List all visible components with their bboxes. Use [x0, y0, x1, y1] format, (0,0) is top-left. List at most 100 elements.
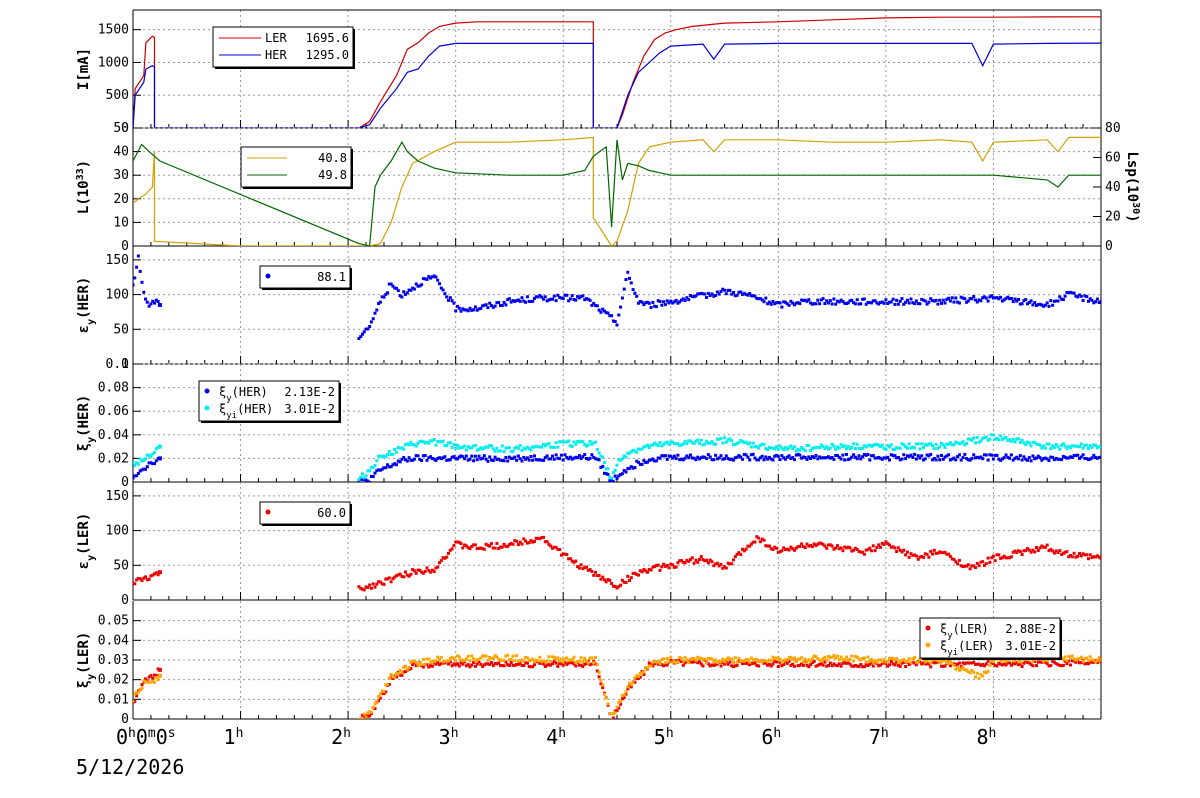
data-point	[845, 452, 848, 456]
data-point	[448, 656, 452, 660]
data-point	[1038, 660, 1042, 664]
data-point	[660, 658, 664, 662]
legend-label-rest: (LER)	[953, 622, 989, 636]
legend-label-rest: (HER)	[232, 385, 268, 399]
data-point	[552, 545, 556, 549]
data-point	[681, 458, 685, 462]
data-point	[999, 556, 1003, 560]
data-point	[913, 553, 917, 557]
data-point	[665, 663, 669, 667]
data-point	[782, 659, 786, 663]
data-point	[909, 552, 913, 556]
data-point	[819, 659, 823, 663]
data-point	[1085, 661, 1089, 665]
data-point	[520, 658, 524, 662]
data-point	[138, 577, 142, 581]
data-point	[848, 662, 852, 666]
data-point	[920, 297, 924, 301]
data-point	[848, 657, 852, 661]
data-point	[366, 479, 370, 482]
data-point	[837, 657, 841, 661]
data-point	[1002, 298, 1006, 302]
data-point	[669, 562, 673, 566]
data-point	[836, 454, 839, 458]
data-point	[472, 308, 476, 312]
data-point	[552, 659, 556, 663]
data-point	[866, 655, 870, 659]
data-point	[561, 663, 565, 667]
data-point	[929, 297, 933, 301]
data-point	[748, 544, 752, 548]
data-point	[902, 661, 906, 664]
data-point	[1074, 658, 1078, 662]
data-point	[687, 661, 691, 665]
data-point	[733, 294, 737, 298]
data-point	[909, 660, 913, 664]
data-point	[662, 664, 666, 668]
data-point	[373, 702, 377, 706]
data-point	[151, 452, 155, 456]
data-point	[983, 664, 986, 668]
data-point	[776, 454, 780, 458]
data-point	[1061, 454, 1065, 458]
data-point	[620, 694, 624, 697]
data-point	[412, 443, 416, 447]
data-point	[771, 446, 775, 450]
data-point	[470, 654, 474, 658]
data-point	[744, 547, 748, 551]
data-point	[398, 673, 402, 677]
data-point	[861, 550, 865, 554]
data-point	[653, 565, 657, 569]
data-point	[545, 299, 549, 303]
data-point	[486, 662, 490, 666]
data-point	[583, 298, 587, 302]
data-point	[943, 301, 947, 305]
data-point	[581, 665, 585, 669]
data-point	[497, 301, 501, 304]
data-point	[504, 446, 508, 450]
data-point	[1097, 445, 1101, 449]
data-point	[511, 654, 515, 658]
data-point	[694, 458, 698, 462]
data-point	[658, 300, 662, 303]
data-point	[715, 290, 719, 294]
data-point	[436, 457, 440, 460]
data-point	[1024, 298, 1028, 302]
data-point	[742, 661, 746, 665]
data-point	[506, 653, 510, 657]
data-point	[654, 564, 658, 567]
data-point	[1018, 550, 1022, 553]
data-point	[590, 442, 594, 446]
data-point	[654, 442, 658, 446]
data-point	[972, 564, 976, 568]
data-point	[157, 667, 162, 672]
data-point	[1072, 444, 1076, 448]
data-point	[1008, 556, 1012, 560]
data-point	[1000, 438, 1004, 442]
data-point	[681, 659, 685, 663]
data-point	[687, 559, 691, 563]
data-point	[378, 300, 382, 304]
data-point	[563, 440, 567, 444]
data-point	[454, 659, 458, 663]
data-point	[450, 664, 454, 668]
data-point	[430, 659, 434, 663]
data-point	[563, 453, 567, 457]
data-point	[922, 446, 925, 450]
data-point	[421, 440, 425, 444]
data-point	[859, 457, 863, 461]
data-point	[696, 560, 700, 564]
data-point	[1079, 661, 1083, 665]
data-point	[832, 457, 836, 461]
data-point	[1081, 453, 1085, 457]
data-point	[758, 540, 762, 544]
data-point	[983, 453, 986, 457]
data-point	[758, 443, 762, 447]
data-point	[628, 579, 631, 582]
data-point	[362, 476, 366, 480]
legend: 60.0	[259, 501, 352, 526]
data-point	[853, 655, 857, 658]
data-point	[597, 458, 601, 462]
data-point	[705, 439, 709, 443]
data-point	[468, 306, 472, 310]
